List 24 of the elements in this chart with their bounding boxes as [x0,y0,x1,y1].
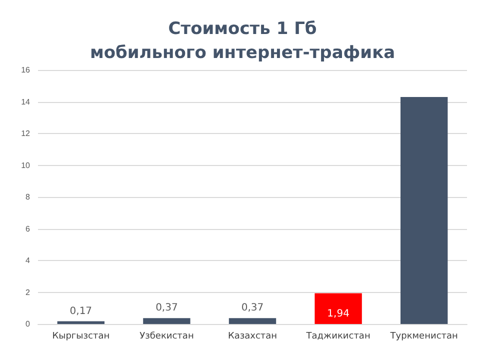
x-tick-label: Таджикистан [305,332,370,342]
y-tick-label: 4 [26,256,31,265]
bar [400,96,448,324]
bar [57,321,104,324]
bar [228,318,276,324]
data-label: 1,94 [327,308,350,320]
x-tick-label: Туркменистан [389,332,458,342]
data-label: 0,37 [241,302,264,314]
data-label: 0,17 [70,306,92,317]
data-label: 0,37 [156,302,178,314]
y-tick-label: 14 [21,97,31,106]
y-tick-label: 0 [26,320,31,328]
x-tick-label: Кыргызстан [52,332,110,342]
y-tick-label: 16 [21,66,31,74]
y-tick-label: 6 [26,224,31,234]
y-tick-label: 10 [21,160,31,170]
bar [314,293,362,324]
y-tick-label: 2 [26,288,31,297]
bar [143,318,190,324]
x-tick-label: Узбекистан [140,332,194,342]
y-tick-label: 12 [21,129,31,138]
chart-title: Стоимость 1 Гб мобильного интернет-трафика [90,19,396,63]
y-tick-label: 8 [26,192,31,202]
x-tick-label: Казахстан [228,332,278,342]
